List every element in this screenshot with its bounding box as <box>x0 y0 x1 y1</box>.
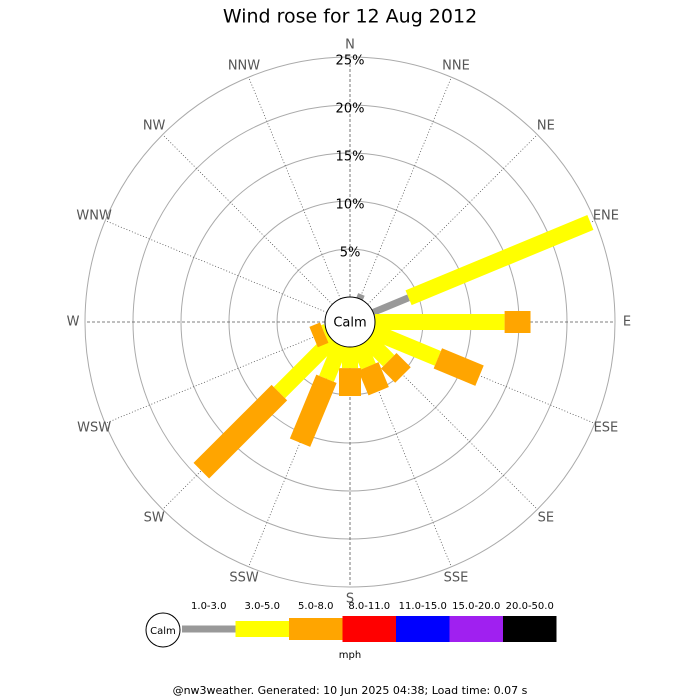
direction-label: NW <box>143 119 166 134</box>
legend-unit: mph <box>339 650 361 661</box>
direction-label: SSE <box>444 570 469 585</box>
legend-label: 8.0-11.0 <box>348 601 390 612</box>
legend-label: 11.0-15.0 <box>399 601 447 612</box>
r-tick-label: 25% <box>336 54 365 69</box>
direction-label: NNE <box>442 59 470 74</box>
legend-label: 15.0-20.0 <box>452 601 500 612</box>
legend-calm-circle <box>145 612 181 648</box>
direction-label: ESE <box>594 421 619 436</box>
legend-swatch <box>449 616 503 642</box>
rose-segment <box>371 294 410 316</box>
direction-label: SSW <box>229 570 259 585</box>
spoke <box>367 134 538 305</box>
calm-label: Calm <box>333 316 366 331</box>
legend-swatch <box>182 625 236 633</box>
direction-label: S <box>346 592 354 607</box>
direction-label: N <box>345 38 355 53</box>
rose-segment <box>433 348 484 386</box>
spoke <box>359 77 452 300</box>
legend-label: 1.0-3.0 <box>191 601 226 612</box>
rose-segment <box>405 215 594 306</box>
rose-segment <box>309 322 329 348</box>
legend-calm-label: Calm <box>150 626 176 637</box>
spoke <box>105 331 328 424</box>
calm-circle <box>324 296 376 348</box>
r-tick-label: 5% <box>340 246 361 261</box>
direction-label: NNW <box>228 59 260 74</box>
direction-label: ENE <box>593 208 619 223</box>
r-tick-label: 10% <box>336 198 365 213</box>
spoke <box>248 77 341 300</box>
r-tick-label: 20% <box>336 102 365 117</box>
legend-label: 20.0-50.0 <box>506 601 554 612</box>
legend-swatch <box>503 616 557 642</box>
direction-label: E <box>623 315 631 330</box>
rose-segment <box>289 374 337 447</box>
rose-segment <box>352 342 376 370</box>
direction-label: SW <box>144 510 165 525</box>
direction-label: WNW <box>76 208 112 223</box>
direction-label: SE <box>538 510 554 525</box>
rose-segment <box>362 334 395 367</box>
direction-label: NE <box>537 119 555 134</box>
direction-label: W <box>67 315 80 330</box>
rose-segment <box>193 384 288 479</box>
grid-ring <box>84 56 616 588</box>
r-tick-label: 15% <box>336 150 365 165</box>
legend-swatch <box>289 618 343 640</box>
footer: @nw3weather. Generated: 10 Jun 2025 04:3… <box>173 684 528 697</box>
rose-segment <box>370 324 441 366</box>
legend-label: 3.0-5.0 <box>245 601 280 612</box>
rose-segment <box>358 362 389 396</box>
rose-segment <box>273 334 338 399</box>
chart-title: Wind rose for 12 Aug 2012 <box>223 6 477 28</box>
legend-swatch <box>235 621 289 637</box>
rose-segment <box>356 293 365 301</box>
legend-swatch <box>396 616 450 642</box>
rose-segment <box>380 352 411 383</box>
spoke <box>105 220 328 313</box>
legend-swatch <box>342 616 396 642</box>
spoke <box>162 134 333 305</box>
direction-label: WSW <box>77 421 111 436</box>
rose-segment <box>319 342 348 382</box>
legend-label: 5.0-8.0 <box>298 601 333 612</box>
